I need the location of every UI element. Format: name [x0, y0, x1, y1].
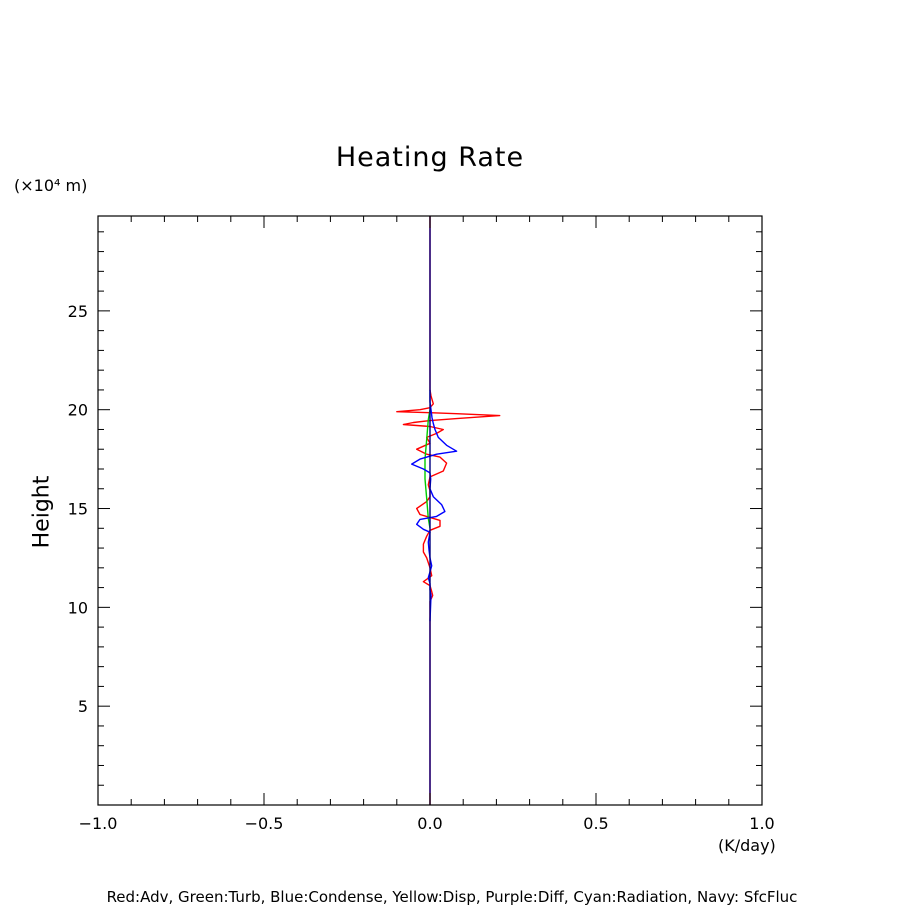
- plot-frame: [97, 215, 763, 806]
- x-tick-label: 1.0: [749, 814, 774, 833]
- y-axis-unit: (×10⁴ m): [14, 176, 88, 195]
- y-tick-label: 5: [78, 697, 88, 716]
- x-tick-label: 0.0: [417, 814, 442, 833]
- legend-text: Red:Adv, Green:Turb, Blue:Condense, Yell…: [106, 888, 798, 906]
- series-line-condense: [411, 389, 458, 622]
- x-tick-label: −1.0: [79, 814, 118, 833]
- y-tick-label: 10: [68, 598, 88, 617]
- x-tick-label: 0.5: [583, 814, 608, 833]
- y-tick-label: 20: [68, 401, 88, 420]
- tick-layer: −1.0 −0.5 0.0 0.5 1.0 5 10 15 20 25: [68, 216, 775, 833]
- y-tick-label: 25: [68, 302, 88, 321]
- chart-title: Heating Rate: [335, 142, 525, 173]
- x-axis-unit: (K/day): [718, 836, 776, 855]
- x-tick-label: −0.5: [245, 814, 284, 833]
- y-tick-label: 15: [68, 500, 88, 519]
- series-line-turb: [424, 409, 431, 529]
- series-layer: [396, 216, 501, 805]
- series-line-adv: [396, 216, 501, 805]
